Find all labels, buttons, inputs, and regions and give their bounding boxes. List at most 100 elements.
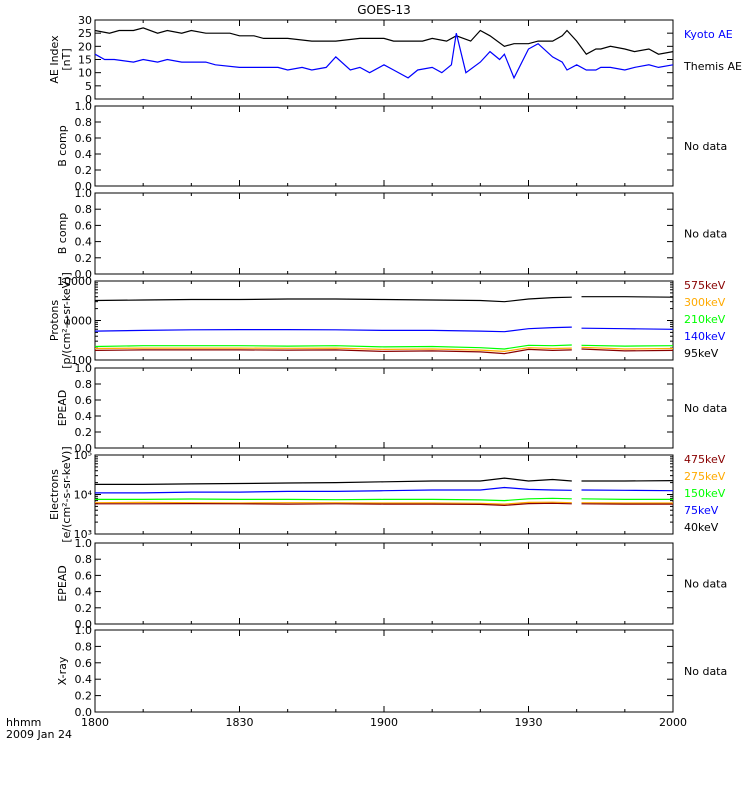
x-tick-label: 1930 <box>515 716 543 729</box>
series-line-75kev <box>581 489 674 492</box>
y-axis-label: [p/(cm²-s-sr-keV)] <box>60 272 73 369</box>
legend-entry: 300keV <box>684 296 726 309</box>
figure-title: GOES-13 <box>357 3 411 17</box>
y-tick-label: 0.0 <box>75 268 93 281</box>
x-tick-label: 1800 <box>81 716 109 729</box>
y-tick-label: 20 <box>78 40 92 53</box>
y-axis-label: X-ray <box>56 656 69 685</box>
y-tick-label: 10000 <box>57 275 92 288</box>
y-tick-label: 1.0 <box>75 362 93 375</box>
panel-frame <box>94 367 674 449</box>
panel-frame <box>94 454 674 535</box>
panel-frame <box>94 105 674 187</box>
series-line-themis-ae <box>94 27 674 55</box>
y-tick-label: 0.2 <box>75 602 93 615</box>
y-tick-label: 10 <box>78 67 92 80</box>
series-line-75kev <box>95 486 572 494</box>
y-tick-label: 0.0 <box>75 442 93 455</box>
y-tick-label: 0.0 <box>75 180 93 193</box>
y-tick-label: 0.2 <box>75 252 93 265</box>
y-tick-label: 0.0 <box>75 706 93 719</box>
y-tick-label: 0.6 <box>75 219 93 232</box>
date-label: 2009 Jan 24 <box>6 728 72 741</box>
y-tick-label: 1.0 <box>75 537 93 550</box>
legend-entry: 275keV <box>684 470 726 483</box>
legend-entry: 95keV <box>684 347 719 360</box>
y-tick-label: 0.6 <box>75 132 93 145</box>
y-tick-label: 30 <box>78 14 92 27</box>
series-line-40kev <box>95 477 572 485</box>
y-tick-label: 0.4 <box>75 148 93 161</box>
panel-frame <box>94 542 674 625</box>
panel-protons: 100 1000 10000 Protons [p/(cm²-s-sr-keV)] 575… <box>48 272 726 369</box>
panel-frame <box>94 629 674 713</box>
y-tick-label: 0.4 <box>75 236 93 249</box>
legend-entry: Kyoto AE <box>684 28 733 41</box>
panel-frame <box>94 192 674 275</box>
y-tick-label: 1000 <box>64 315 92 328</box>
legend-entry: 475keV <box>684 453 726 466</box>
no-data-label: No data <box>684 140 727 153</box>
y-tick-label: 0 <box>85 93 92 106</box>
series-line-150kev <box>95 497 572 502</box>
y-tick-label: 25 <box>78 27 92 40</box>
series-line-95kev <box>581 296 674 298</box>
series-line-210kev <box>94 344 572 350</box>
series-line-475kev <box>95 502 572 507</box>
y-axis-label: Electrons <box>48 469 61 520</box>
y-tick-label: 0.6 <box>75 569 93 582</box>
series-line-95kev <box>94 296 572 303</box>
y-tick-label: 100 <box>71 354 92 367</box>
y-tick-label: 0.8 <box>75 116 93 129</box>
y-axis-label: EPEAD <box>56 390 69 427</box>
series-line-575kev <box>94 348 572 355</box>
no-data-label: No data <box>684 578 727 591</box>
y-axis-label: AE Index <box>48 35 61 84</box>
y-tick-label: 0.2 <box>75 690 93 703</box>
panel-b-comp-2: 0.0 0.2 0.4 0.6 0.8 1.0 B comp No data <box>56 187 727 281</box>
y-tick-label: 1.0 <box>75 100 93 113</box>
legend-entry: 75keV <box>684 504 719 517</box>
time-axis: 1800 1830 1900 1930 2000 <box>81 716 687 729</box>
y-tick-label: 0.8 <box>75 640 93 653</box>
y-tick-label: 0.2 <box>75 426 93 439</box>
legend-entry: Themis AE <box>683 60 742 73</box>
y-tick-label: 10⁴ <box>74 489 93 502</box>
y-axis-label: [e/(cm²-s-sr-keV)] <box>60 446 73 542</box>
series-line-150kev <box>581 498 673 500</box>
series-line-140kev <box>94 326 572 333</box>
legend-entry: 210keV <box>684 313 726 326</box>
y-tick-label: 15 <box>78 54 92 67</box>
y-tick-label: 0.8 <box>75 553 93 566</box>
y-tick-label: 0.8 <box>75 203 93 216</box>
y-axis-label: B comp <box>56 213 69 255</box>
panel-frame <box>94 19 674 100</box>
series-line-140kev <box>581 327 674 330</box>
series-line-kyoto-ae <box>94 33 674 80</box>
legend-entry: 40keV <box>684 521 719 534</box>
panel-epead-1: 0.0 0.2 0.4 0.6 0.8 1.0 EPEAD No data <box>56 362 727 455</box>
series-line-275kev <box>94 501 572 505</box>
y-tick-label: 0.8 <box>75 378 93 391</box>
y-axis-label: B comp <box>56 125 69 167</box>
series-line-300kev <box>581 346 674 350</box>
y-tick-label: 10⁵ <box>74 449 92 462</box>
y-tick-label: 0.4 <box>75 410 93 423</box>
no-data-label: No data <box>684 665 727 678</box>
y-tick-label: 0.0 <box>75 618 93 631</box>
y-tick-label: 1.0 <box>75 187 93 200</box>
y-tick-label: 1.0 <box>75 624 93 637</box>
y-tick-label: 0.4 <box>75 586 93 599</box>
time-axis-unit-label: hhmm <box>6 716 41 729</box>
series-line-210kev <box>581 344 674 347</box>
no-data-label: No data <box>684 228 727 241</box>
legend-entry: 140keV <box>684 330 726 343</box>
y-tick-label: 5 <box>85 80 92 93</box>
x-tick-label: 1830 <box>226 716 254 729</box>
y-axis-label: [nT] <box>60 48 73 70</box>
x-tick-label: 2000 <box>659 716 687 729</box>
panel-b-comp-1: 0.0 0.2 0.4 0.6 0.8 1.0 B comp No data <box>56 100 727 193</box>
